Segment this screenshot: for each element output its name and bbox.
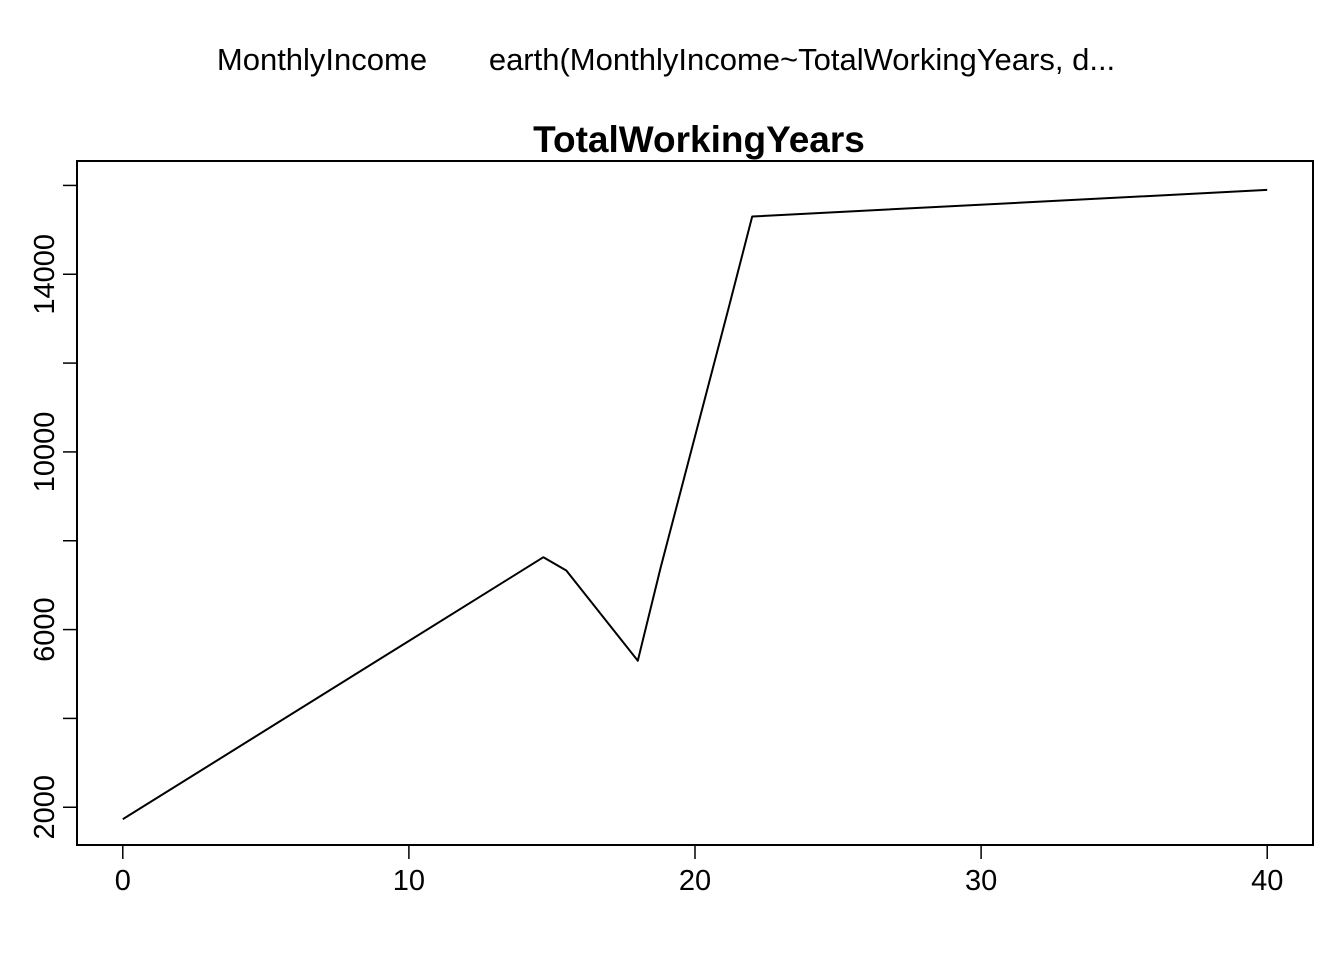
plot-frame — [76, 160, 1314, 846]
x-tick-label: 10 — [393, 865, 425, 897]
response-label: MonthlyIncome — [217, 42, 427, 77]
series-layer — [122, 188, 1268, 821]
x-tick-label: 20 — [679, 865, 711, 897]
y-tick-label: 10000 — [29, 412, 61, 493]
x-tick-label: 0 — [115, 865, 131, 897]
chart-title: TotalWorkingYears — [533, 119, 865, 160]
y-tick-label: 2000 — [29, 775, 61, 840]
y-tick-label: 6000 — [29, 597, 61, 662]
model-label: earth(MonthlyIncome~TotalWorkingYears, d… — [489, 42, 1115, 77]
y-axis: 2000 6000 10000 14000 — [29, 184, 78, 840]
series-line — [122, 188, 1268, 821]
x-axis: 0 10 20 30 40 — [115, 844, 1283, 897]
x-tick-label: 30 — [965, 865, 997, 897]
y-tick-label: 14000 — [29, 234, 61, 315]
x-tick-label: 40 — [1251, 865, 1283, 897]
